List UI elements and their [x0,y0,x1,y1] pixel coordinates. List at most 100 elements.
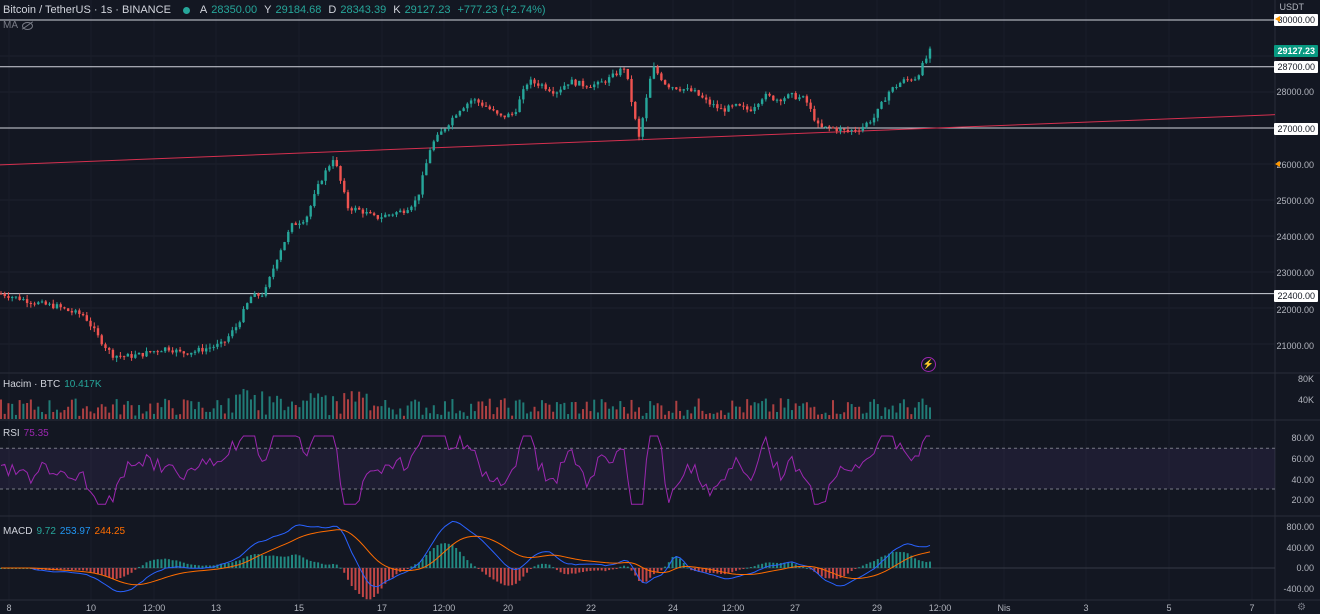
macd-histogram-bar [727,568,730,574]
macd-histogram-bar [145,562,148,568]
volume-bar [723,414,726,419]
eye-off-icon[interactable] [22,21,33,30]
macd-histogram-bar [529,568,532,569]
candle [596,81,600,85]
macd-histogram-bar [846,568,849,574]
volume-legend[interactable]: Hacim · BTC 10.417K [3,379,102,390]
macd-histogram-bar [201,565,204,568]
candle [37,302,40,305]
volume-bar [660,405,663,419]
candle [462,108,465,112]
macd-legend[interactable]: MACD 9.72 253.97 244.25 [3,526,125,537]
volume-bar [384,399,387,419]
candle [828,126,831,128]
volume-bar [824,412,827,419]
volume-bar [410,401,413,419]
volume-bar [29,399,32,419]
candle [921,62,924,76]
candle [481,102,484,106]
candle [708,99,712,105]
candle [816,120,820,124]
candle [339,166,342,181]
macd-histogram-bar [637,568,640,581]
macd-histogram-bar [175,560,178,568]
candle [417,194,421,201]
macd-histogram-bar [443,543,446,568]
candle [66,308,70,312]
candle [126,354,130,357]
volume-bar [421,414,424,419]
candle [55,304,59,309]
volume-bar [779,398,782,419]
volume-bar [645,412,648,419]
volume-bar [514,400,517,419]
ma-indicator[interactable]: MA [3,20,33,31]
volume-bar [287,406,290,419]
volume-bar [712,413,715,419]
candle [723,108,726,112]
volume-bar [869,401,872,419]
gear-icon[interactable]: ⚙ [1297,602,1306,613]
volume-bar [772,404,775,419]
price-tick: 24000.00 [1276,232,1314,242]
macd-histogram-bar [317,562,320,568]
time-tick: 7 [1249,603,1255,613]
macd-histogram-bar [753,566,756,568]
currency-selector[interactable]: USDT [1279,2,1305,12]
symbol-title[interactable]: Bitcoin / TetherUS · 1s · BINANCE [3,4,171,16]
macd-histogram-bar [160,559,163,568]
candle [768,93,771,96]
volume-bar [235,394,238,419]
candle [107,348,111,350]
candle [716,104,719,109]
volume-bar [74,398,77,419]
candle [350,208,353,211]
candle [842,128,846,130]
macd-histogram-bar [507,568,510,586]
candle [514,112,518,115]
macd-histogram-bar [533,566,536,568]
candle [93,326,96,329]
macd-histogram-bar [179,561,182,568]
candle [298,223,301,225]
volume-bar [578,413,581,419]
volume-bar [205,411,208,419]
macd-histogram-bar [723,568,726,575]
volume-bar [764,398,767,419]
volume-bar [302,400,305,419]
macd-histogram-bar [600,568,603,571]
volume-bar [194,409,197,419]
candle [551,91,555,94]
volume-bar [220,405,223,419]
volume-bar [223,413,226,419]
candle [246,303,249,310]
lightning-icon[interactable]: ⚡ [921,357,936,372]
macd-tick: -400.00 [1283,584,1314,594]
macd-tick: 800.00 [1286,522,1314,532]
volume-bar [436,414,439,419]
macd-histogram-bar [496,568,499,582]
macd-histogram-bar [283,556,286,568]
price-tick: 26000.00 [1276,160,1314,170]
macd-histogram-bar [649,568,652,578]
candle [52,303,55,309]
candle [813,108,816,121]
macd-histogram-bar [197,565,200,568]
candle [361,209,365,214]
macd-histogram-bar [559,568,562,573]
candle [357,207,361,210]
candle [328,166,331,171]
time-tick: 22 [585,603,597,613]
candle [809,102,812,109]
candle [48,303,51,305]
rsi-legend[interactable]: RSI 75.35 [3,428,49,439]
macd-histogram-bar [664,566,667,568]
macd-histogram-bar [906,553,909,568]
macd-histogram-bar [701,568,704,572]
volume-bar [346,399,349,419]
macd-histogram-bar [809,568,812,570]
volume-bar [734,406,737,419]
candle [253,293,256,297]
level-tag-27000: 27000.00 [1274,123,1318,135]
